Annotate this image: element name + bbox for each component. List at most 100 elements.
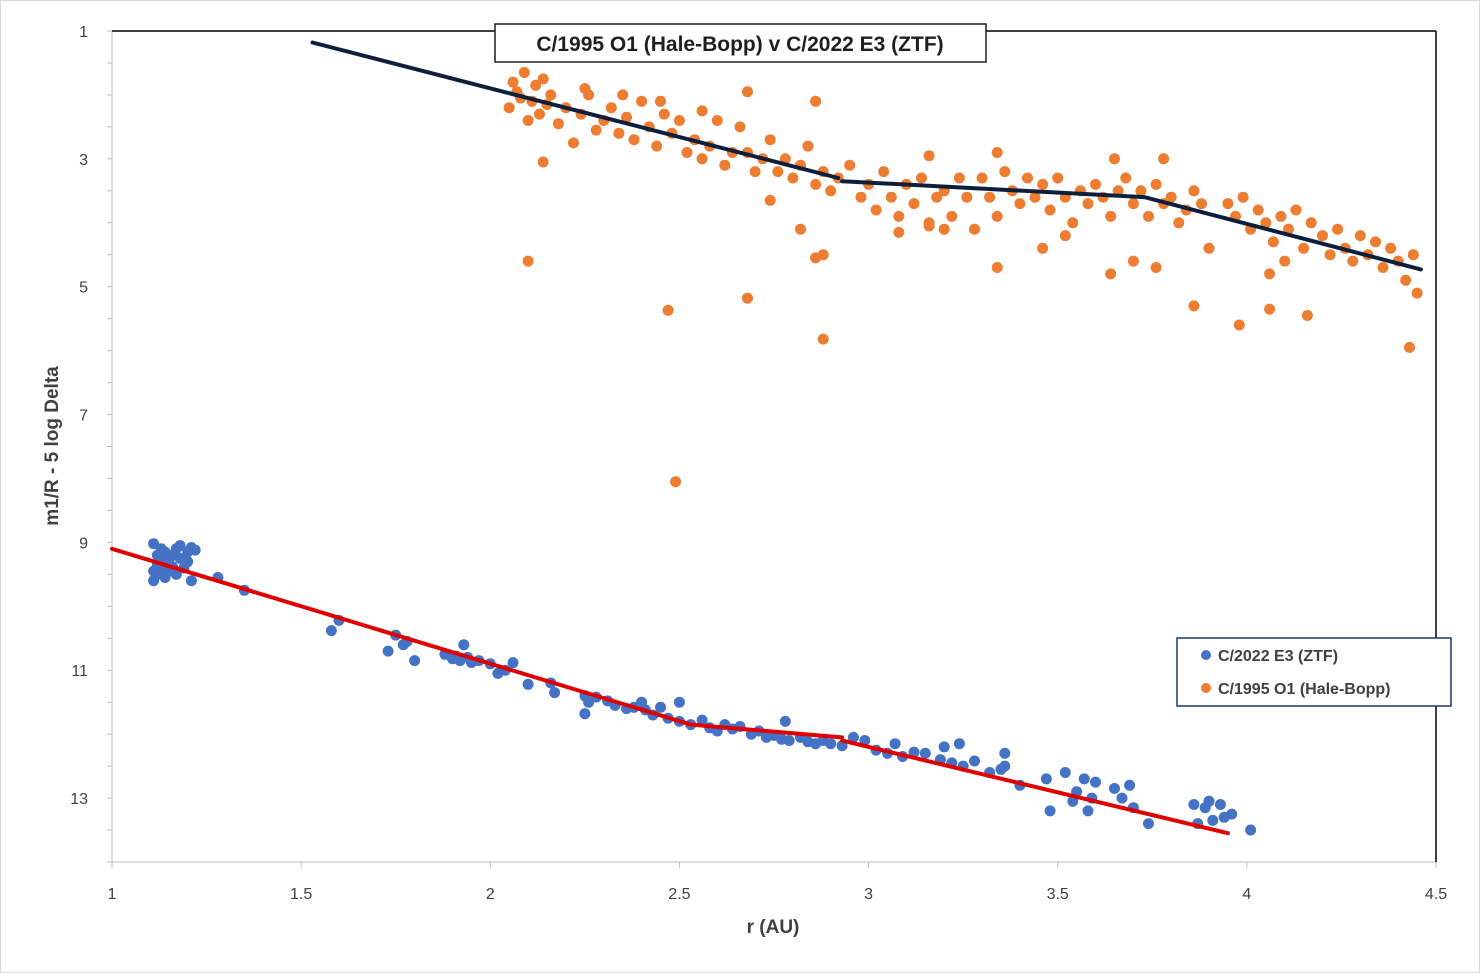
data-point: [1059, 767, 1071, 778]
data-point: [1188, 185, 1200, 197]
data-point: [855, 191, 867, 203]
data-point: [810, 178, 822, 190]
data-point: [749, 166, 761, 178]
data-point: [1044, 204, 1056, 216]
data-point: [1112, 185, 1124, 197]
data-point: [1370, 236, 1381, 248]
data-point: [969, 755, 980, 767]
data-point: [810, 252, 822, 264]
data-point: [953, 738, 965, 750]
data-point: [938, 223, 950, 235]
data-point: [1203, 242, 1215, 254]
data-point: [534, 108, 545, 120]
data-point: [579, 708, 591, 720]
data-point: [552, 118, 564, 130]
data-points: [148, 67, 1423, 836]
x-tick-label: 2: [486, 886, 495, 903]
data-point: [522, 115, 534, 126]
data-point: [507, 657, 519, 669]
data-point: [579, 83, 591, 94]
data-point: [817, 333, 829, 345]
data-point: [1196, 198, 1207, 210]
fit-line: [688, 722, 845, 740]
data-point: [636, 95, 648, 107]
data-point: [923, 220, 935, 232]
data-point: [1252, 204, 1264, 216]
x-tick-label: 2.5: [668, 886, 690, 903]
data-point: [734, 121, 746, 133]
data-point: [537, 73, 549, 85]
y-tick-label: 7: [79, 408, 88, 425]
data-point: [1301, 310, 1313, 321]
data-point: [931, 191, 943, 203]
data-point: [1222, 198, 1234, 210]
data-point: [893, 226, 905, 238]
data-point: [1090, 178, 1101, 190]
legend-marker-hale-bopp: [1201, 683, 1211, 693]
data-point: [673, 115, 685, 126]
data-point: [522, 678, 534, 690]
data-point: [847, 731, 859, 743]
data-point: [1264, 303, 1276, 315]
data-point: [878, 166, 890, 178]
data-point: [711, 115, 723, 126]
data-point: [908, 198, 920, 210]
data-point: [1400, 274, 1412, 286]
y-tick-label: 13: [70, 791, 88, 808]
data-point: [1040, 773, 1052, 785]
data-point: [1207, 814, 1219, 826]
data-point: [999, 760, 1011, 772]
data-point: [651, 140, 663, 152]
data-point: [1317, 230, 1328, 242]
data-point: [1082, 198, 1094, 210]
data-point: [1022, 172, 1033, 184]
data-point: [779, 715, 791, 727]
data-point: [1332, 223, 1344, 235]
data-point: [1354, 230, 1366, 242]
data-point: [825, 738, 837, 750]
data-point: [976, 172, 988, 184]
data-point: [670, 476, 682, 488]
data-point: [1290, 204, 1302, 216]
data-point: [696, 153, 708, 165]
data-point: [885, 191, 897, 203]
data-point: [802, 140, 814, 152]
x-tick-label: 1: [108, 886, 117, 903]
data-point: [1127, 255, 1139, 267]
data-point: [1127, 198, 1139, 210]
data-point: [170, 568, 182, 580]
data-point: [1059, 230, 1071, 242]
data-point: [549, 687, 561, 699]
data-point: [908, 746, 920, 758]
chart-title: C/1995 O1 (Hale-Bopp) v C/2022 E3 (ZTF): [536, 33, 943, 56]
data-point: [522, 255, 534, 267]
data-point: [742, 292, 753, 304]
data-point: [1411, 287, 1423, 299]
data-point: [189, 544, 201, 556]
data-point: [1188, 300, 1200, 312]
data-point: [764, 134, 776, 146]
data-point: [382, 645, 394, 657]
data-point: [1245, 824, 1257, 836]
data-point: [1067, 217, 1079, 229]
data-point: [1385, 242, 1397, 254]
data-point: [742, 86, 753, 98]
data-point: [409, 655, 421, 667]
data-point: [991, 210, 1003, 222]
data-point: [795, 223, 806, 235]
y-tick-label: 11: [71, 663, 88, 680]
data-point: [999, 166, 1011, 178]
data-point: [507, 76, 519, 88]
data-point: [655, 701, 666, 713]
data-point: [503, 102, 515, 114]
data-point: [1150, 178, 1162, 190]
data-point: [590, 124, 602, 136]
data-point: [1143, 210, 1154, 222]
data-point: [662, 304, 674, 316]
fit-line: [310, 40, 841, 180]
data-point: [658, 108, 670, 120]
data-point: [1105, 268, 1117, 280]
data-point: [946, 210, 958, 222]
data-point: [999, 747, 1011, 759]
